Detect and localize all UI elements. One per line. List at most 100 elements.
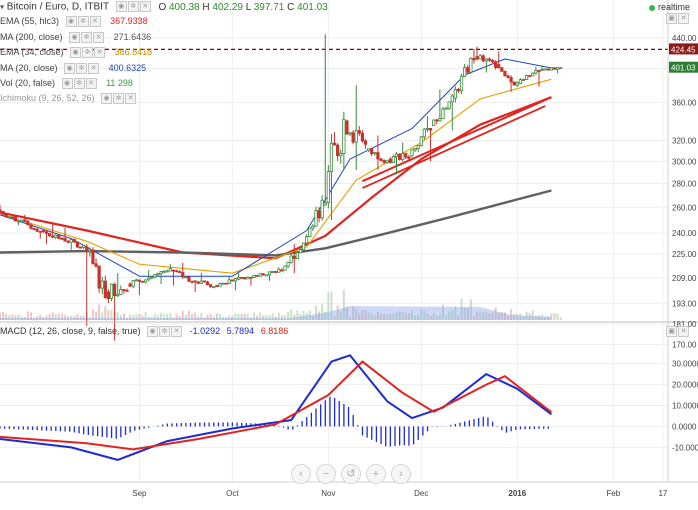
indicator-ma20[interactable]: MA (20, close) ◉✲✕ 400.6325 (0, 62, 146, 75)
macd-tick-label: 20.0000 (672, 381, 698, 390)
close-icon[interactable]: ✕ (93, 32, 104, 43)
indicator-label: EMA (55, hlc3) (0, 16, 59, 26)
gear-icon[interactable]: ✲ (74, 78, 85, 89)
macd-histogram-bar (195, 423, 196, 427)
macd-histogram-bar (0, 426, 1, 428)
eye-icon[interactable]: ◉ (116, 1, 127, 12)
close-icon[interactable]: ✕ (125, 93, 136, 104)
candle-body (395, 154, 397, 157)
macd-histogram-bar (534, 426, 535, 429)
chevron-right-icon[interactable]: › (391, 464, 411, 484)
macd-histogram-bar (329, 397, 330, 427)
candle-body (318, 211, 320, 218)
gear-icon[interactable]: ✲ (81, 32, 92, 43)
candle-body (39, 231, 41, 232)
eye-icon[interactable]: ◉ (64, 63, 75, 74)
indicator-ema34[interactable]: EMA (34, close) ◉✲✕ 386.8418 (0, 46, 152, 59)
macd-histogram-bar (404, 426, 405, 445)
close-icon[interactable]: ✕ (90, 16, 101, 27)
gear-icon[interactable]: ✲ (82, 47, 93, 58)
close-icon[interactable]: ✕ (86, 78, 97, 89)
indicator-volume[interactable]: Vol (20, false) ◉✲✕ 11 298 (0, 77, 133, 90)
gear-icon[interactable]: ✲ (159, 326, 170, 337)
price-tick-label: 280.00 (672, 179, 697, 188)
macd-histogram-bar (287, 426, 288, 429)
candle-body (154, 275, 156, 277)
macd-value-hist: 6.8186 (261, 326, 289, 336)
last-price-label: 401.03 (671, 64, 696, 73)
ohlc-close-key: C (287, 2, 294, 13)
macd-histogram-bar (362, 426, 363, 435)
close-icon[interactable]: ✕ (94, 47, 105, 58)
candle-body (420, 137, 422, 146)
candle-body (463, 68, 465, 77)
zoom-out-icon[interactable]: − (316, 464, 336, 484)
price-tick-label: 260.00 (672, 203, 697, 212)
macd-histogram-bar (501, 426, 502, 430)
gear-icon[interactable]: ✲ (78, 16, 89, 27)
candle-body (160, 271, 162, 273)
eye-icon[interactable]: ◉ (69, 32, 80, 43)
candle-body (485, 59, 487, 61)
indicator-ichimoku[interactable]: Ichimoku (9, 26, 52, 26) ◉✲✕ (0, 92, 137, 105)
macd-histogram-bar (385, 426, 386, 446)
candle-body (185, 277, 187, 278)
candle-body (24, 220, 26, 221)
close-icon[interactable]: ✕ (88, 63, 99, 74)
macd-histogram-bar (92, 426, 93, 435)
macd-histogram-bar (51, 426, 52, 430)
candle-body (290, 256, 292, 262)
macd-histogram-bar (111, 426, 112, 438)
eye-icon[interactable]: ◉ (101, 93, 112, 104)
candle-body (132, 281, 134, 286)
macd-histogram-bar (524, 426, 525, 429)
close-panel-icon[interactable]: ✕ (678, 13, 689, 24)
eye-icon[interactable]: ◉ (62, 78, 73, 89)
candle-body (250, 277, 252, 278)
macd-histogram-bar (222, 422, 223, 426)
gear-icon[interactable]: ✲ (113, 93, 124, 104)
macd-legend[interactable]: MACD (12, 26, close, 9, false, true) ◉✲✕… (0, 325, 288, 338)
candle-body (147, 278, 149, 280)
panel-controls-top: ▣✕ (666, 13, 690, 24)
zoom-in-icon[interactable]: + (366, 464, 386, 484)
candle-body (48, 233, 50, 236)
close-icon[interactable]: ✕ (140, 1, 151, 12)
candle-body (98, 266, 100, 288)
candle-body (278, 269, 280, 272)
candle-body (380, 159, 382, 161)
candle-body (442, 109, 444, 119)
time-tick-label: Dec (414, 489, 428, 498)
fullscreen-icon[interactable]: ▣ (666, 13, 677, 24)
candle-body (206, 282, 208, 285)
indicator-ema55[interactable]: EMA (55, hlc3) ◉✲✕ 367.9338 (0, 15, 148, 28)
volume-bar (560, 317, 562, 320)
eye-icon[interactable]: ◉ (66, 16, 77, 27)
candle-body (389, 159, 391, 162)
macd-histogram-bar (83, 426, 84, 434)
candle-body (371, 149, 373, 154)
close-panel-icon[interactable]: ✕ (678, 326, 689, 337)
candle-body (110, 284, 112, 298)
macd-histogram-bar (106, 426, 107, 437)
reset-icon[interactable]: ↺ (341, 464, 361, 484)
candle-body (274, 271, 276, 272)
gear-icon[interactable]: ✲ (128, 1, 139, 12)
macd-histogram-bar (185, 423, 186, 426)
fullscreen-icon[interactable]: ▣ (666, 326, 677, 337)
eye-icon[interactable]: ◉ (147, 326, 158, 337)
gear-icon[interactable]: ✲ (76, 63, 87, 74)
indicator-ma200[interactable]: MA (200, close) ◉✲✕ 271.6436 (0, 31, 151, 44)
candle-body (538, 71, 540, 72)
header-dropdown-icon[interactable]: ▾ (0, 3, 4, 12)
eye-icon[interactable]: ◉ (70, 47, 81, 58)
macd-label: MACD (12, 26, close, 9, false, true) (0, 326, 141, 336)
candle-body (507, 76, 509, 78)
candle-body (476, 57, 478, 59)
realtime-indicator: realtime (649, 2, 690, 12)
symbol-title[interactable]: Bitcoin / Euro, D, ITBIT (7, 2, 109, 13)
chevron-left-icon[interactable]: ‹ (291, 464, 311, 484)
price-tick-label: 193.00 (672, 299, 697, 308)
close-icon[interactable]: ✕ (171, 326, 182, 337)
candle-body (244, 277, 246, 278)
